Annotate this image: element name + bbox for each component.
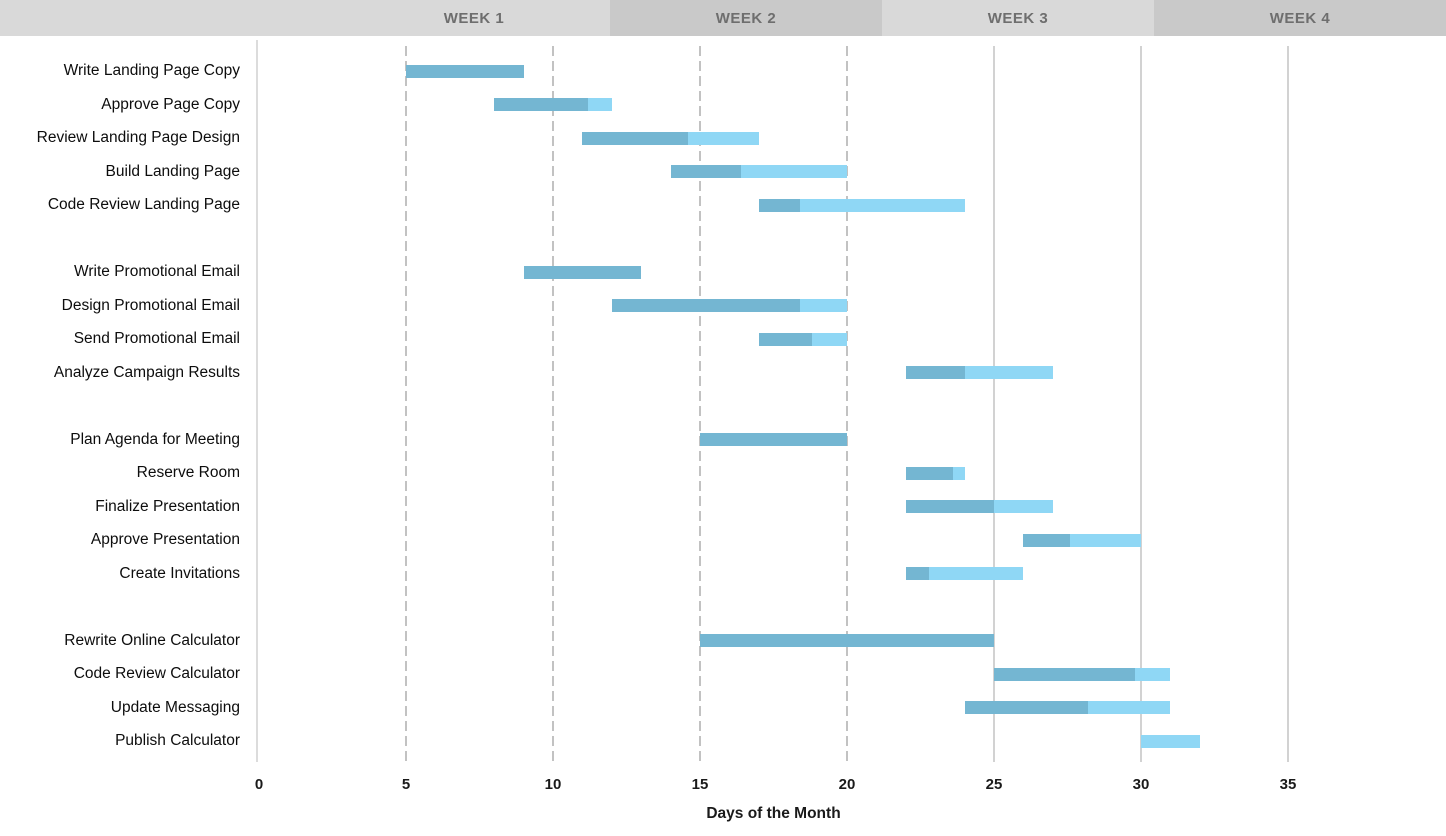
x-tick-label: 0 (254, 776, 264, 793)
task-label: Publish Calculator (115, 732, 240, 749)
task-label: Write Promotional Email (74, 263, 240, 280)
task-bar (700, 634, 994, 647)
y-axis-line (256, 40, 258, 762)
x-tick-label: 25 (985, 776, 1003, 793)
task-bar-remaining (811, 332, 847, 346)
task-bar-complete (1023, 533, 1071, 547)
task-bar-complete (670, 165, 742, 178)
task-bar (758, 198, 965, 212)
task-label: Approve Page Copy (101, 95, 240, 113)
x-tick-label: 5 (401, 776, 411, 793)
gridline-day-30 (1140, 46, 1142, 762)
task-bar-complete (905, 366, 965, 379)
task-bar-complete (994, 667, 1136, 681)
header-week-3: WEEK 3 (882, 0, 1154, 36)
task-bar (611, 299, 847, 312)
task-label: Update Messaging (110, 698, 240, 716)
task-bar (494, 98, 612, 111)
task-bar (905, 366, 1053, 379)
week-2-label: WEEK 2 (715, 9, 777, 27)
x-tick-label: 15 (691, 776, 709, 793)
task-bar-remaining (1070, 533, 1141, 547)
x-axis-title: Days of the Month (706, 805, 841, 822)
task-bar-remaining (799, 299, 847, 312)
task-bar-complete (700, 433, 847, 446)
task-label: Write Landing Page Copy (63, 62, 240, 79)
task-label: Approve Presentation (90, 531, 240, 548)
task-bar (994, 667, 1171, 681)
task-bar (964, 701, 1171, 714)
x-tick-label: 35 (1279, 776, 1297, 793)
task-bar-complete (406, 64, 524, 78)
gridline-day-20 (846, 46, 848, 762)
gridline-day-5 (405, 46, 407, 762)
task-bar-remaining (588, 98, 612, 111)
task-label: Create Invitations (119, 564, 240, 582)
task-bar (905, 466, 965, 480)
task-bar (523, 265, 642, 279)
task-bar-remaining (1088, 701, 1171, 714)
gridline-day-35 (1287, 46, 1289, 762)
task-bar (700, 433, 847, 446)
gridline-day-10 (552, 46, 554, 762)
task-label: Build Landing Page (105, 162, 240, 180)
task-bar-remaining (799, 198, 965, 212)
header-week-4: WEEK 4 (1154, 0, 1446, 36)
task-label: Reserve Room (136, 464, 240, 481)
task-label: Rewrite Online Calculator (64, 631, 240, 649)
task-bar-complete (700, 634, 994, 647)
task-label: Send Promotional Email (73, 330, 240, 347)
week-4-label: WEEK 4 (1269, 9, 1331, 27)
task-bar-complete (494, 98, 589, 111)
task-bar-complete (758, 198, 800, 212)
gridline-day-25 (993, 46, 995, 762)
header-spacer (0, 0, 338, 36)
task-bar-complete (905, 567, 930, 580)
header-week-1: WEEK 1 (338, 0, 610, 36)
task-bar-complete (964, 701, 1089, 714)
week-1-label: WEEK 1 (443, 9, 505, 27)
x-tick-label: 10 (544, 776, 562, 793)
x-tick-label: 30 (1132, 776, 1150, 793)
task-label: Design Promotional Email (61, 296, 240, 314)
gridline-day-15 (699, 46, 701, 762)
task-bar-remaining (964, 366, 1053, 379)
task-bar-complete (905, 466, 953, 480)
task-label: Review Landing Page Design (36, 129, 240, 146)
task-bar (758, 332, 847, 346)
task-label: Finalize Presentation (95, 497, 240, 515)
task-bar-remaining (688, 131, 759, 145)
task-bar-remaining (993, 500, 1053, 513)
header-week-2: WEEK 2 (610, 0, 882, 36)
task-bar-complete (523, 265, 642, 279)
task-bar-remaining (952, 466, 965, 480)
task-bar-remaining (1141, 734, 1200, 748)
week-3-label: WEEK 3 (987, 9, 1049, 27)
task-bar (905, 567, 1024, 580)
task-bar (905, 500, 1053, 513)
task-bar-complete (758, 332, 812, 346)
x-tick-label: 20 (838, 776, 856, 793)
task-bar (582, 131, 759, 145)
task-bar (406, 64, 524, 78)
task-bar-remaining (1135, 667, 1171, 681)
week-header-row: WEEK 1 WEEK 2 WEEK 3 WEEK 4 (0, 0, 1446, 36)
task-label: Code Review Calculator (73, 665, 240, 682)
task-label: Analyze Campaign Results (53, 363, 240, 381)
task-label: Plan Agenda for Meeting (70, 430, 240, 448)
task-bar-complete (582, 131, 689, 145)
task-bar-remaining (741, 165, 847, 178)
task-bar-remaining (929, 567, 1024, 580)
task-bar-complete (905, 500, 994, 513)
task-label: Code Review Landing Page (47, 196, 240, 213)
task-bar (670, 165, 847, 178)
task-bar (1023, 533, 1141, 547)
task-bar (1141, 734, 1200, 748)
task-bar-complete (611, 299, 800, 312)
